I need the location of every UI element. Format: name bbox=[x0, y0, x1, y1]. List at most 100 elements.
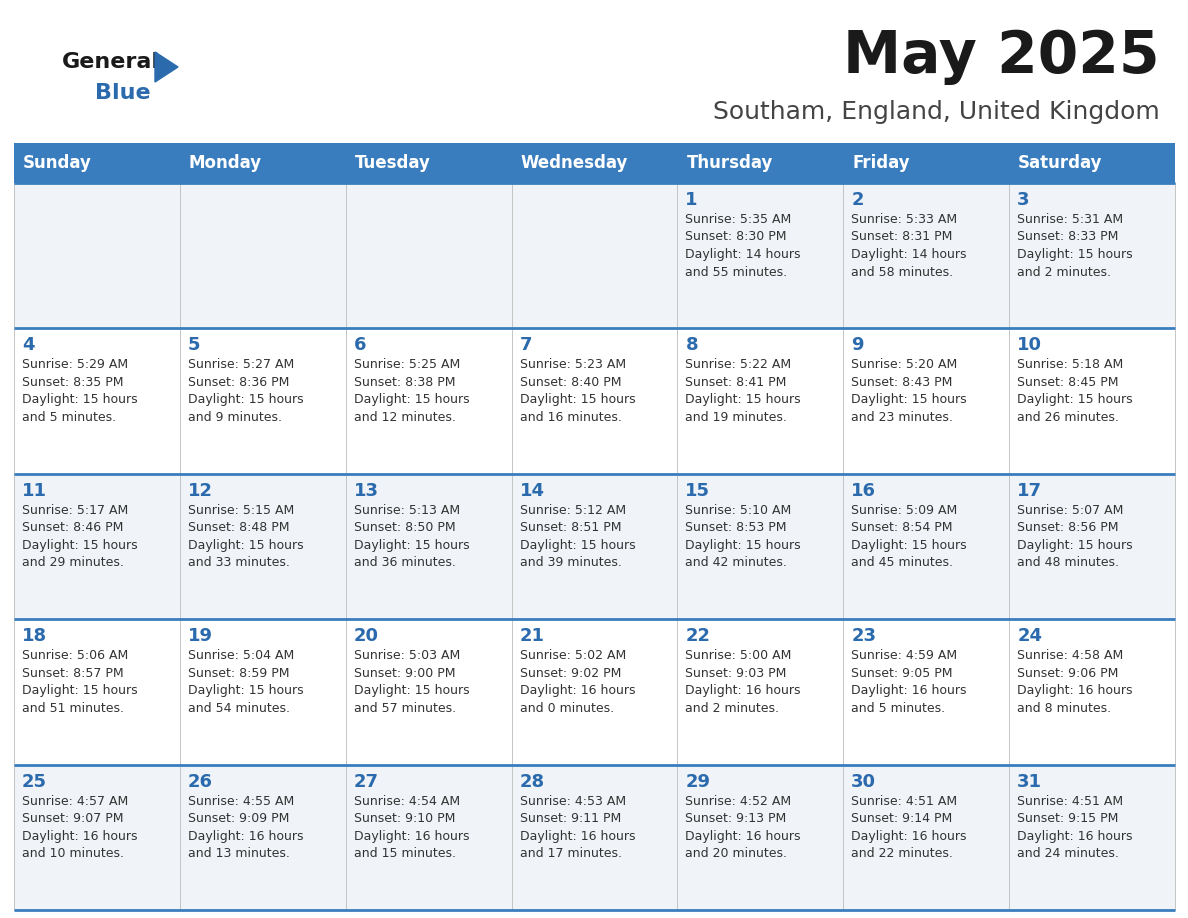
Text: 27: 27 bbox=[354, 773, 379, 790]
Text: 19: 19 bbox=[188, 627, 213, 645]
Bar bbox=[14, 183, 179, 329]
Text: 20: 20 bbox=[354, 627, 379, 645]
Bar bbox=[843, 329, 1009, 474]
Text: Sunday: Sunday bbox=[23, 154, 91, 172]
Text: 2: 2 bbox=[852, 191, 864, 209]
Text: Sunrise: 4:54 AM
Sunset: 9:10 PM
Daylight: 16 hours
and 15 minutes.: Sunrise: 4:54 AM Sunset: 9:10 PM Dayligh… bbox=[354, 795, 469, 860]
Text: Sunrise: 5:31 AM
Sunset: 8:33 PM
Daylight: 15 hours
and 2 minutes.: Sunrise: 5:31 AM Sunset: 8:33 PM Dayligh… bbox=[1017, 213, 1133, 278]
Text: 23: 23 bbox=[852, 627, 877, 645]
Bar bbox=[843, 620, 1009, 765]
Text: 11: 11 bbox=[23, 482, 48, 499]
Text: 16: 16 bbox=[852, 482, 877, 499]
Bar bbox=[677, 183, 843, 329]
Bar bbox=[1009, 765, 1175, 910]
Text: Sunrise: 4:51 AM
Sunset: 9:15 PM
Daylight: 16 hours
and 24 minutes.: Sunrise: 4:51 AM Sunset: 9:15 PM Dayligh… bbox=[1017, 795, 1132, 860]
Text: Southam, England, United Kingdom: Southam, England, United Kingdom bbox=[713, 100, 1159, 124]
Bar bbox=[677, 329, 843, 474]
Bar bbox=[179, 474, 346, 620]
Text: 10: 10 bbox=[1017, 336, 1042, 354]
Text: Sunrise: 4:55 AM
Sunset: 9:09 PM
Daylight: 16 hours
and 13 minutes.: Sunrise: 4:55 AM Sunset: 9:09 PM Dayligh… bbox=[188, 795, 303, 860]
Bar bbox=[512, 474, 677, 620]
Bar bbox=[512, 765, 677, 910]
Bar bbox=[1009, 183, 1175, 329]
Text: 25: 25 bbox=[23, 773, 48, 790]
Text: 6: 6 bbox=[354, 336, 366, 354]
Text: Sunrise: 5:22 AM
Sunset: 8:41 PM
Daylight: 15 hours
and 19 minutes.: Sunrise: 5:22 AM Sunset: 8:41 PM Dayligh… bbox=[685, 358, 801, 424]
Bar bbox=[1009, 143, 1175, 183]
Text: 4: 4 bbox=[23, 336, 34, 354]
Text: Wednesday: Wednesday bbox=[520, 154, 628, 172]
Bar bbox=[677, 620, 843, 765]
Text: 9: 9 bbox=[852, 336, 864, 354]
Bar bbox=[346, 474, 512, 620]
Text: 17: 17 bbox=[1017, 482, 1042, 499]
Bar bbox=[1009, 474, 1175, 620]
Bar bbox=[346, 143, 512, 183]
Text: General: General bbox=[62, 52, 160, 72]
Text: 29: 29 bbox=[685, 773, 710, 790]
Text: Sunrise: 4:57 AM
Sunset: 9:07 PM
Daylight: 16 hours
and 10 minutes.: Sunrise: 4:57 AM Sunset: 9:07 PM Dayligh… bbox=[23, 795, 138, 860]
Text: 22: 22 bbox=[685, 627, 710, 645]
Text: Sunrise: 4:59 AM
Sunset: 9:05 PM
Daylight: 16 hours
and 5 minutes.: Sunrise: 4:59 AM Sunset: 9:05 PM Dayligh… bbox=[852, 649, 967, 715]
Text: 30: 30 bbox=[852, 773, 877, 790]
Text: Sunrise: 4:58 AM
Sunset: 9:06 PM
Daylight: 16 hours
and 8 minutes.: Sunrise: 4:58 AM Sunset: 9:06 PM Dayligh… bbox=[1017, 649, 1132, 715]
Text: Tuesday: Tuesday bbox=[355, 154, 430, 172]
Bar bbox=[512, 329, 677, 474]
Bar bbox=[179, 329, 346, 474]
Text: Sunrise: 5:18 AM
Sunset: 8:45 PM
Daylight: 15 hours
and 26 minutes.: Sunrise: 5:18 AM Sunset: 8:45 PM Dayligh… bbox=[1017, 358, 1133, 424]
Text: Sunrise: 5:06 AM
Sunset: 8:57 PM
Daylight: 15 hours
and 51 minutes.: Sunrise: 5:06 AM Sunset: 8:57 PM Dayligh… bbox=[23, 649, 138, 715]
Text: Sunrise: 5:20 AM
Sunset: 8:43 PM
Daylight: 15 hours
and 23 minutes.: Sunrise: 5:20 AM Sunset: 8:43 PM Dayligh… bbox=[852, 358, 967, 424]
Bar bbox=[677, 474, 843, 620]
Text: 5: 5 bbox=[188, 336, 201, 354]
Bar bbox=[843, 765, 1009, 910]
Bar bbox=[14, 765, 179, 910]
Bar bbox=[346, 620, 512, 765]
Bar bbox=[512, 143, 677, 183]
Text: 13: 13 bbox=[354, 482, 379, 499]
Bar bbox=[843, 474, 1009, 620]
Bar bbox=[1009, 329, 1175, 474]
Bar bbox=[346, 183, 512, 329]
Text: Monday: Monday bbox=[189, 154, 263, 172]
Text: Sunrise: 5:29 AM
Sunset: 8:35 PM
Daylight: 15 hours
and 5 minutes.: Sunrise: 5:29 AM Sunset: 8:35 PM Dayligh… bbox=[23, 358, 138, 424]
Text: Sunrise: 5:12 AM
Sunset: 8:51 PM
Daylight: 15 hours
and 39 minutes.: Sunrise: 5:12 AM Sunset: 8:51 PM Dayligh… bbox=[519, 504, 636, 569]
Text: Sunrise: 5:10 AM
Sunset: 8:53 PM
Daylight: 15 hours
and 42 minutes.: Sunrise: 5:10 AM Sunset: 8:53 PM Dayligh… bbox=[685, 504, 801, 569]
Bar bbox=[1009, 620, 1175, 765]
Bar bbox=[14, 474, 179, 620]
Bar bbox=[512, 620, 677, 765]
Text: 14: 14 bbox=[519, 482, 544, 499]
Bar bbox=[843, 183, 1009, 329]
Text: May 2025: May 2025 bbox=[843, 28, 1159, 85]
Text: 8: 8 bbox=[685, 336, 699, 354]
Text: Sunrise: 5:02 AM
Sunset: 9:02 PM
Daylight: 16 hours
and 0 minutes.: Sunrise: 5:02 AM Sunset: 9:02 PM Dayligh… bbox=[519, 649, 636, 715]
Text: 21: 21 bbox=[519, 627, 544, 645]
Bar bbox=[14, 143, 179, 183]
Text: 26: 26 bbox=[188, 773, 213, 790]
Text: Blue: Blue bbox=[95, 83, 151, 103]
Text: Sunrise: 5:35 AM
Sunset: 8:30 PM
Daylight: 14 hours
and 55 minutes.: Sunrise: 5:35 AM Sunset: 8:30 PM Dayligh… bbox=[685, 213, 801, 278]
Text: 24: 24 bbox=[1017, 627, 1042, 645]
Text: Sunrise: 5:00 AM
Sunset: 9:03 PM
Daylight: 16 hours
and 2 minutes.: Sunrise: 5:00 AM Sunset: 9:03 PM Dayligh… bbox=[685, 649, 801, 715]
Bar bbox=[346, 765, 512, 910]
Text: Saturday: Saturday bbox=[1018, 154, 1102, 172]
Text: Sunrise: 5:09 AM
Sunset: 8:54 PM
Daylight: 15 hours
and 45 minutes.: Sunrise: 5:09 AM Sunset: 8:54 PM Dayligh… bbox=[852, 504, 967, 569]
Text: 15: 15 bbox=[685, 482, 710, 499]
Text: 12: 12 bbox=[188, 482, 213, 499]
Text: Sunrise: 5:03 AM
Sunset: 9:00 PM
Daylight: 15 hours
and 57 minutes.: Sunrise: 5:03 AM Sunset: 9:00 PM Dayligh… bbox=[354, 649, 469, 715]
Text: Sunrise: 4:53 AM
Sunset: 9:11 PM
Daylight: 16 hours
and 17 minutes.: Sunrise: 4:53 AM Sunset: 9:11 PM Dayligh… bbox=[519, 795, 636, 860]
Bar bbox=[677, 143, 843, 183]
Text: 18: 18 bbox=[23, 627, 48, 645]
Text: Sunrise: 5:13 AM
Sunset: 8:50 PM
Daylight: 15 hours
and 36 minutes.: Sunrise: 5:13 AM Sunset: 8:50 PM Dayligh… bbox=[354, 504, 469, 569]
Polygon shape bbox=[154, 52, 178, 82]
Bar bbox=[14, 620, 179, 765]
Bar bbox=[346, 329, 512, 474]
Text: 7: 7 bbox=[519, 336, 532, 354]
Text: Sunrise: 5:23 AM
Sunset: 8:40 PM
Daylight: 15 hours
and 16 minutes.: Sunrise: 5:23 AM Sunset: 8:40 PM Dayligh… bbox=[519, 358, 636, 424]
Text: 28: 28 bbox=[519, 773, 544, 790]
Text: Sunrise: 5:25 AM
Sunset: 8:38 PM
Daylight: 15 hours
and 12 minutes.: Sunrise: 5:25 AM Sunset: 8:38 PM Dayligh… bbox=[354, 358, 469, 424]
Text: Sunrise: 5:33 AM
Sunset: 8:31 PM
Daylight: 14 hours
and 58 minutes.: Sunrise: 5:33 AM Sunset: 8:31 PM Dayligh… bbox=[852, 213, 967, 278]
Bar bbox=[179, 765, 346, 910]
Text: Sunrise: 5:07 AM
Sunset: 8:56 PM
Daylight: 15 hours
and 48 minutes.: Sunrise: 5:07 AM Sunset: 8:56 PM Dayligh… bbox=[1017, 504, 1133, 569]
Text: Sunrise: 5:15 AM
Sunset: 8:48 PM
Daylight: 15 hours
and 33 minutes.: Sunrise: 5:15 AM Sunset: 8:48 PM Dayligh… bbox=[188, 504, 303, 569]
Text: 1: 1 bbox=[685, 191, 697, 209]
